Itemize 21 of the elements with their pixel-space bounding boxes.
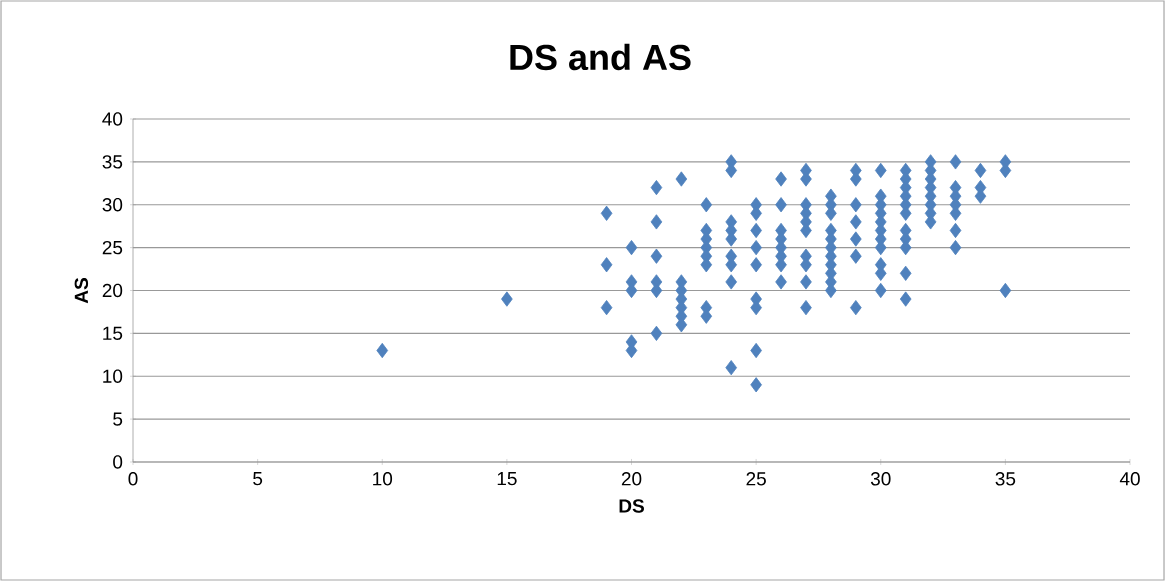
x-tick-label: 25 xyxy=(746,472,766,486)
x-tick-label: 30 xyxy=(870,472,891,486)
y-tick-label: 30 xyxy=(102,198,123,212)
y-tick-label: 20 xyxy=(102,283,123,298)
y-tick-label: 5 xyxy=(113,412,123,426)
x-tick-label: 10 xyxy=(373,472,393,486)
x-tick-label: 5 xyxy=(253,472,263,486)
chart-title: DS and AS xyxy=(510,43,691,71)
y-tick-label: 35 xyxy=(102,155,123,169)
x-axis-title: DS xyxy=(619,499,644,513)
x-tick-label: 0 xyxy=(128,472,138,486)
y-tick-label: 0 xyxy=(113,455,123,469)
x-tick-label: 15 xyxy=(497,472,517,486)
x-tick-label: 40 xyxy=(1119,472,1140,486)
x-tick-label: 35 xyxy=(995,472,1016,486)
y-tick-label: 15 xyxy=(103,326,123,340)
y-tick-label: 40 xyxy=(102,112,123,126)
y-axis-title: AS xyxy=(74,278,89,304)
y-tick-label: 25 xyxy=(102,240,123,255)
y-tick-label: 10 xyxy=(103,369,123,383)
x-tick-label: 20 xyxy=(621,472,642,486)
